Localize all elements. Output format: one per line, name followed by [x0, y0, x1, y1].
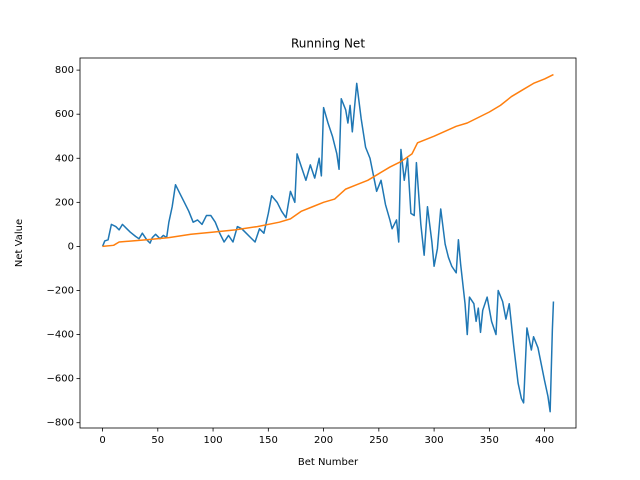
- x-tick-label: 100: [204, 435, 223, 446]
- x-tick-label: 150: [259, 435, 278, 446]
- x-axis-label: Bet Number: [298, 457, 359, 468]
- x-tick-label: 250: [369, 435, 388, 446]
- data-line: [102, 73, 554, 248]
- y-tick-label: 0: [68, 241, 74, 252]
- plot-area: [101, 73, 555, 413]
- chart-title: Running Net: [291, 37, 365, 51]
- y-tick-label: 200: [55, 197, 74, 208]
- y-axis-label: Net Value: [14, 219, 25, 267]
- data-line: [101, 82, 555, 413]
- y-tick-label: 800: [55, 65, 74, 76]
- x-tick-label: 300: [425, 435, 444, 446]
- y-tick-label: −400: [47, 330, 74, 341]
- y-tick-label: −200: [47, 285, 74, 296]
- y-tick-label: −600: [47, 374, 74, 385]
- x-tick-label: 0: [99, 435, 105, 446]
- y-tick-label: 400: [55, 153, 74, 164]
- axes-frame: [79, 57, 577, 429]
- x-tick-label: 200: [314, 435, 333, 446]
- y-tick-label: −800: [47, 418, 74, 429]
- x-tick-label: 350: [480, 435, 499, 446]
- x-tick-label: 50: [151, 435, 164, 446]
- x-tick-label: 400: [535, 435, 554, 446]
- y-tick-label: 600: [55, 109, 74, 120]
